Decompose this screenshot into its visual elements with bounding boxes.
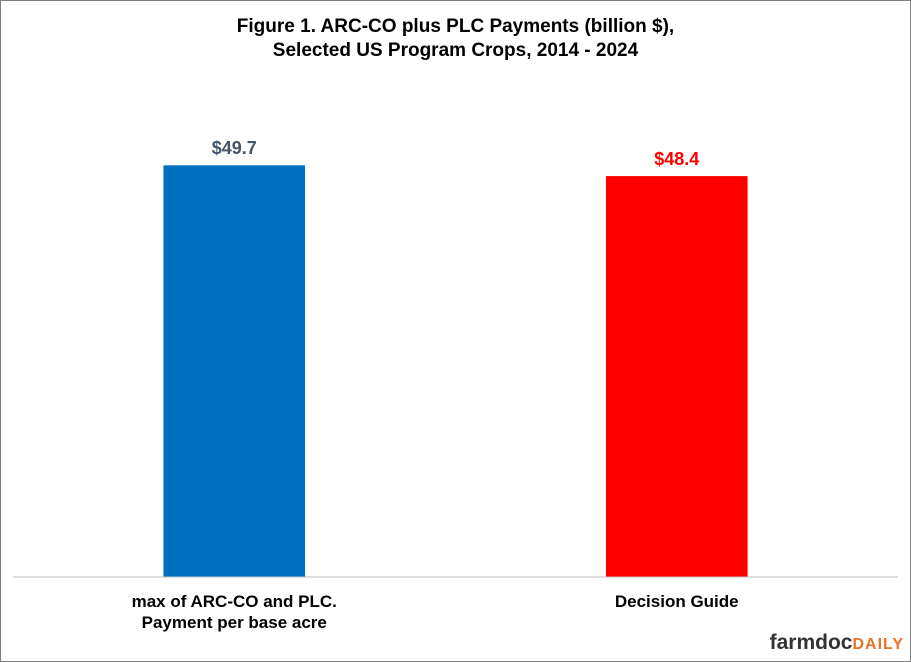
data-label: $48.4 [654, 149, 700, 170]
x-tick-label: Decision Guide [614, 592, 739, 611]
data-label: $49.7 [211, 138, 257, 159]
logo: farmdocDAILY [770, 631, 904, 655]
logo-text: DAILY [852, 636, 904, 653]
bar [605, 176, 748, 577]
bar [163, 165, 306, 577]
chart-title: Figure 1. ARC-CO plus PLC Payments (bill… [236, 16, 675, 61]
logo-text: farmdoc [769, 631, 853, 654]
x-tick-label: max of ARC-CO and PLC. Payment per base … [131, 592, 337, 632]
